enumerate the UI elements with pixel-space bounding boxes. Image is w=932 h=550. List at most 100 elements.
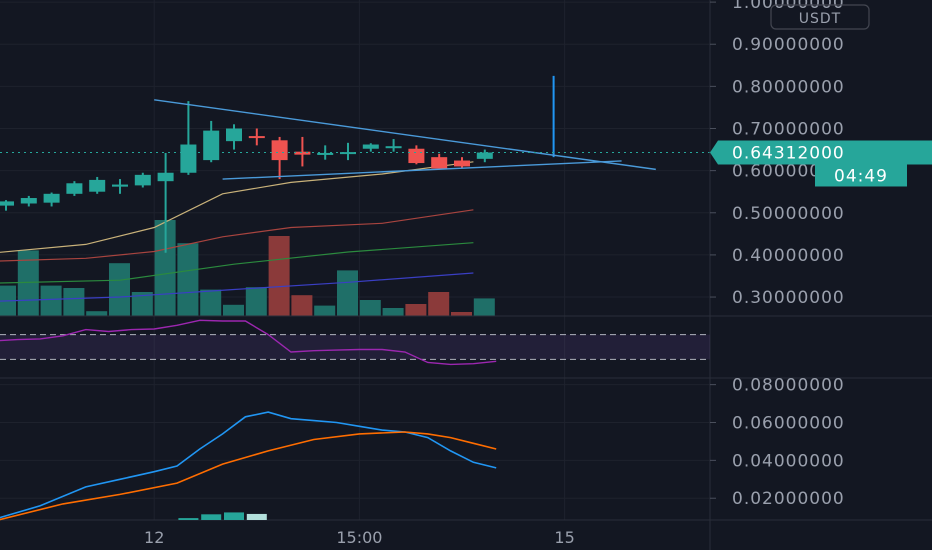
moving-average-line	[0, 242, 474, 284]
time-axis: 12 15:00 15	[144, 528, 575, 547]
unit-badge-text: USDT	[799, 11, 841, 27]
time-tick-label: 15:00	[336, 528, 382, 547]
macd-line	[0, 431, 497, 521]
volume-bars	[0, 220, 495, 316]
candle-body	[134, 174, 151, 186]
volume-bar	[63, 288, 85, 316]
candle-body	[408, 148, 425, 164]
volume-bar	[86, 311, 108, 316]
candle-body	[157, 172, 174, 182]
volume-bar	[245, 287, 267, 316]
macd-histogram-bar	[224, 512, 244, 520]
last-price-tag	[710, 140, 932, 165]
candle[interactable]	[180, 101, 197, 175]
trend-lines	[154, 99, 656, 180]
volume-bar	[428, 292, 450, 316]
candle[interactable]	[89, 176, 106, 194]
price-axis: 1.00000000 0.90000000 0.80000000 0.70000000…	[710, 0, 932, 509]
price-tick-label: 0.30000000	[732, 288, 845, 308]
moving-averages	[0, 161, 474, 302]
candle[interactable]	[134, 172, 151, 188]
candle[interactable]	[294, 136, 311, 167]
candle-body	[340, 152, 356, 155]
candle[interactable]	[203, 120, 220, 163]
macd-pane	[0, 411, 497, 521]
trend-line[interactable]	[154, 99, 656, 171]
price-tick-label: 0.70000000	[732, 120, 845, 140]
volume-bar	[314, 305, 336, 316]
candle-body	[226, 128, 242, 142]
moving-average-line	[0, 209, 474, 262]
price-tick-label: 0.40000000	[732, 246, 845, 266]
rsi-line	[0, 319, 497, 366]
candle-body	[385, 146, 402, 149]
macd-histogram-bar	[201, 514, 222, 520]
candle-body	[180, 144, 197, 173]
candle[interactable]	[157, 152, 174, 253]
candle[interactable]	[112, 179, 128, 194]
macd-tick-label: 0.08000000	[732, 376, 845, 396]
volume-bar	[359, 300, 381, 316]
trend-line[interactable]	[222, 160, 622, 180]
candle-body	[66, 183, 83, 194]
countdown-tag	[815, 164, 907, 187]
candle[interactable]	[0, 200, 14, 211]
price-tick-label: 0.90000000	[732, 35, 845, 55]
price-tick-label: 0.80000000	[732, 77, 845, 97]
volume-bar	[337, 270, 358, 316]
candle-body	[0, 201, 14, 206]
candle[interactable]	[340, 142, 356, 161]
price-tick-label: 0.50000000	[732, 204, 845, 224]
macd-histogram-bar	[246, 513, 267, 520]
volume-bar	[405, 304, 427, 316]
rsi-pane	[0, 319, 710, 366]
moving-average-line	[0, 161, 474, 253]
macd-tick-label: 0.04000000	[732, 451, 845, 471]
rsi-band	[0, 334, 710, 360]
unit-badge-frame	[770, 4, 870, 30]
price-tick-label: 1.00000000	[732, 0, 845, 13]
volume-bar	[268, 236, 290, 316]
candle-body	[112, 184, 128, 187]
candle[interactable]	[362, 143, 379, 152]
volume-bar	[223, 304, 244, 316]
candle[interactable]	[43, 192, 60, 207]
time-tick-label: 12	[144, 528, 164, 547]
candle[interactable]	[476, 149, 493, 163]
candle[interactable]	[408, 145, 425, 165]
macd-tick-label: 0.06000000	[732, 413, 845, 433]
candle-body	[431, 157, 448, 169]
volume-bar	[291, 295, 313, 316]
macd-tick-label: 0.02000000	[732, 489, 845, 509]
moving-average-line	[0, 272, 474, 302]
candle[interactable]	[271, 136, 288, 180]
candle-body	[454, 160, 470, 167]
candle-body	[476, 152, 493, 159]
candle[interactable]	[20, 195, 37, 207]
candle[interactable]	[385, 139, 402, 152]
countdown-label: 04:49	[834, 166, 888, 186]
candle[interactable]	[431, 153, 448, 169]
candle-body	[89, 179, 106, 192]
volume-bar	[109, 263, 130, 316]
candle-body	[43, 193, 60, 203]
volume-bar	[40, 285, 62, 316]
candle[interactable]	[248, 128, 265, 146]
volume-bar	[200, 289, 222, 316]
candle[interactable]	[66, 181, 83, 196]
time-tick-label: 15	[554, 528, 574, 547]
volume-bar	[154, 220, 176, 316]
candle-body	[248, 136, 265, 139]
macd-line	[0, 411, 497, 519]
candle-body	[203, 130, 220, 161]
candle-body	[271, 140, 288, 161]
candlesticks	[0, 75, 555, 253]
candle-body	[20, 198, 37, 204]
grid-lines	[0, 0, 710, 520]
candle[interactable]	[226, 124, 242, 150]
candle[interactable]	[454, 157, 470, 169]
volume-bar	[382, 308, 404, 316]
currency-unit-badge[interactable]: USDT	[770, 4, 870, 30]
